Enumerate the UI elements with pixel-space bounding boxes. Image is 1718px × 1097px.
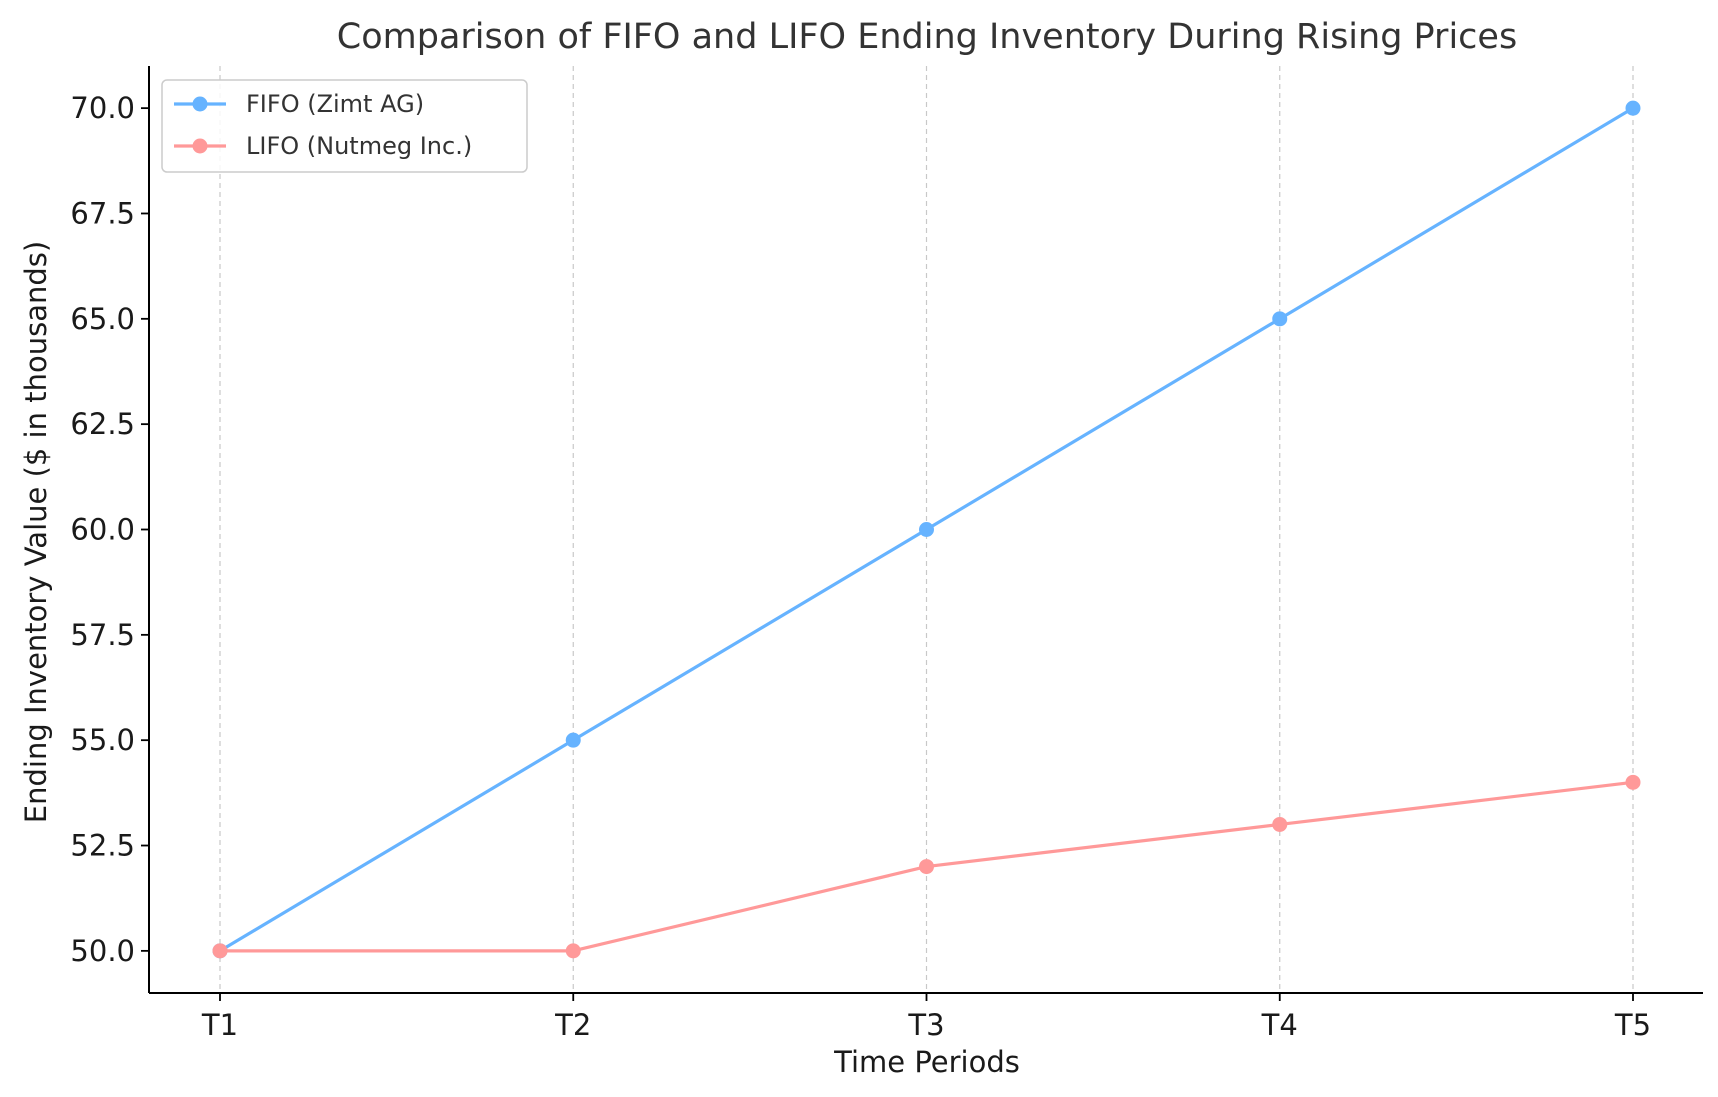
y-tick-label: 50.0: [70, 934, 135, 968]
legend: FIFO (Zimt AG) LIFO (Nutmeg Inc.): [161, 79, 528, 173]
series-layer: [212, 100, 1641, 959]
legend-label: FIFO (Zimt AG): [246, 90, 424, 118]
legend-box: [161, 79, 528, 173]
legend-marker: [192, 138, 208, 154]
x-tick-label: T2: [554, 1008, 591, 1042]
data-point: [1625, 774, 1641, 790]
y-axis-label: Ending Inventory Value ($ in thousands): [19, 241, 53, 823]
y-tick-label: 60.0: [70, 513, 135, 547]
x-tick-label: T4: [1261, 1008, 1298, 1042]
data-point: [1625, 100, 1641, 116]
chart-title: Comparison of FIFO and LIFO Ending Inven…: [337, 17, 1517, 57]
data-point: [1272, 816, 1288, 832]
y-tick-label: 55.0: [70, 723, 135, 757]
data-point: [919, 859, 934, 875]
y-tick-label: 67.5: [70, 196, 135, 230]
x-tick-label: T1: [201, 1008, 238, 1042]
data-point: [565, 943, 581, 959]
data-point: [212, 943, 228, 959]
x-tick-label: T5: [1614, 1008, 1651, 1042]
data-point: [1272, 311, 1288, 327]
data-point: [565, 732, 581, 748]
y-tick-label: 52.5: [70, 829, 135, 863]
y-tick-label: 65.0: [70, 302, 135, 336]
y-tick-label: 57.5: [70, 618, 135, 652]
y-tick-label: 62.5: [70, 407, 135, 441]
legend-marker: [192, 96, 208, 112]
legend-label: LIFO (Nutmeg Inc.): [246, 132, 472, 160]
x-tick-label: T3: [907, 1008, 944, 1042]
series-1: [212, 774, 1641, 959]
data-point: [919, 522, 934, 537]
x-axis-label: Time Periods: [833, 1045, 1020, 1079]
axes: [141, 66, 1703, 1001]
y-tick-label: 70.0: [70, 91, 135, 125]
tick-labels: T1 T2 T3 T4 T5 50.0 52.5 55.0 57.5 60.0 62.5 65.0 67…: [70, 91, 1651, 1042]
